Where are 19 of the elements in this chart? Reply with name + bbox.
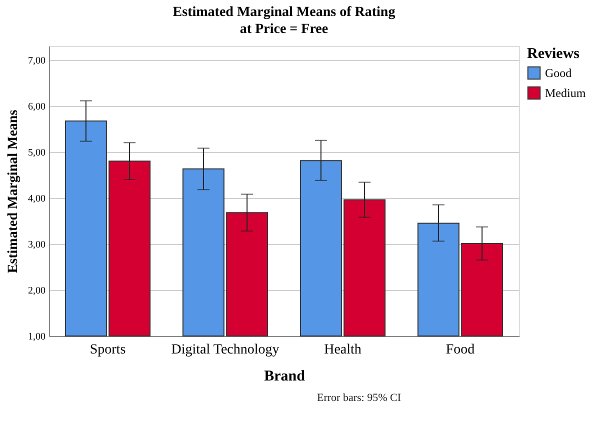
y-tick-label: 2,00 <box>28 285 46 296</box>
x-tick-label: Food <box>446 342 475 358</box>
y-tick-label: 5,00 <box>28 147 46 158</box>
legend-title: Reviews <box>527 46 580 62</box>
x-tick-label: Health <box>324 342 362 358</box>
y-tick-label: 4,00 <box>28 193 46 204</box>
x-tick-label: Sports <box>90 342 126 358</box>
legend-label: Good <box>545 66 572 80</box>
y-tick-label: 1,00 <box>28 332 46 342</box>
chart-subtitle: at Price = Free <box>240 22 328 37</box>
y-tick-label: 7,00 <box>28 55 46 66</box>
y-tick-label: 3,00 <box>28 239 46 250</box>
chart-title: Estimated Marginal Means of Rating <box>172 5 396 20</box>
y-tick-label: 6,00 <box>28 101 46 112</box>
text: Error bars: 95% CI <box>316 392 402 404</box>
y-axis-title: Estimated Marginal Means <box>6 109 21 274</box>
legend-label: Medium <box>545 86 586 100</box>
x-axis-title: Brand <box>264 368 306 384</box>
x-tick-label: Digital Technology <box>171 342 280 358</box>
